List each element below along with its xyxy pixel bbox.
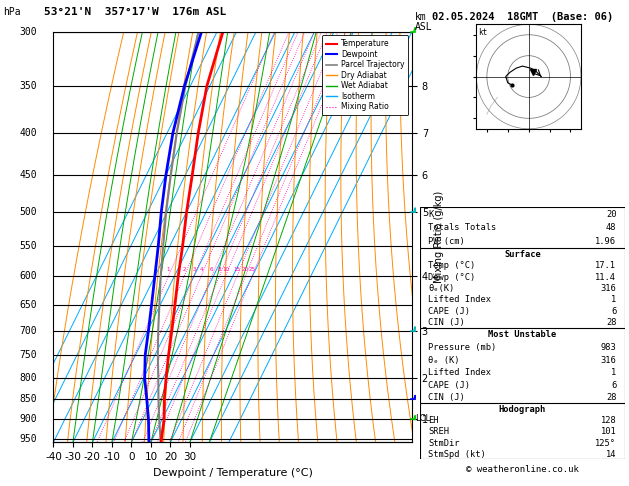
- Text: 101: 101: [601, 427, 616, 436]
- Text: SREH: SREH: [428, 427, 449, 436]
- Text: Most Unstable: Most Unstable: [488, 330, 557, 339]
- Y-axis label: Mixing Ratio (g/kg): Mixing Ratio (g/kg): [433, 191, 443, 283]
- Text: StmDir: StmDir: [428, 438, 460, 448]
- Text: 02.05.2024  18GMT  (Base: 06): 02.05.2024 18GMT (Base: 06): [431, 12, 613, 22]
- Legend: Temperature, Dewpoint, Parcel Trajectory, Dry Adiabat, Wet Adiabat, Isotherm, Mi: Temperature, Dewpoint, Parcel Trajectory…: [322, 35, 408, 115]
- Text: 350: 350: [19, 81, 37, 91]
- Text: ASL: ASL: [415, 22, 433, 32]
- Text: 53°21'N  357°17'W  176m ASL: 53°21'N 357°17'W 176m ASL: [44, 7, 226, 17]
- Text: 17.1: 17.1: [596, 261, 616, 270]
- Text: km: km: [415, 12, 427, 22]
- X-axis label: Dewpoint / Temperature (°C): Dewpoint / Temperature (°C): [153, 468, 313, 478]
- Text: 28: 28: [606, 318, 616, 328]
- Text: PW (cm): PW (cm): [428, 237, 465, 246]
- Text: 8: 8: [218, 267, 221, 272]
- Text: CAPE (J): CAPE (J): [428, 381, 470, 390]
- Text: 1: 1: [611, 368, 616, 377]
- Text: CAPE (J): CAPE (J): [428, 307, 470, 316]
- Text: Temp (°C): Temp (°C): [428, 261, 476, 270]
- Text: θₑ (K): θₑ (K): [428, 356, 460, 364]
- Text: 700: 700: [19, 326, 37, 336]
- Text: 316: 316: [601, 284, 616, 293]
- Text: Lifted Index: Lifted Index: [428, 368, 491, 377]
- Text: 800: 800: [19, 373, 37, 383]
- Text: 25: 25: [248, 267, 255, 272]
- Text: 1: 1: [167, 267, 170, 272]
- Text: 2: 2: [182, 267, 186, 272]
- Text: © weatheronline.co.uk: © weatheronline.co.uk: [466, 465, 579, 474]
- Text: CIN (J): CIN (J): [428, 393, 465, 402]
- Text: 28: 28: [606, 393, 616, 402]
- Text: 3: 3: [192, 267, 196, 272]
- Text: kt: kt: [479, 29, 487, 37]
- Text: 6: 6: [611, 381, 616, 390]
- Text: Lifted Index: Lifted Index: [428, 295, 491, 305]
- Text: CIN (J): CIN (J): [428, 318, 465, 328]
- Text: 6: 6: [210, 267, 213, 272]
- Text: 983: 983: [601, 343, 616, 352]
- Text: Surface: Surface: [504, 250, 541, 259]
- Text: Dewp (°C): Dewp (°C): [428, 273, 476, 281]
- Text: 125°: 125°: [596, 438, 616, 448]
- Text: 1: 1: [611, 295, 616, 305]
- Text: θₑ(K): θₑ(K): [428, 284, 455, 293]
- Text: 20: 20: [242, 267, 249, 272]
- Text: 6: 6: [611, 307, 616, 316]
- Text: Totals Totals: Totals Totals: [428, 224, 497, 232]
- Text: Pressure (mb): Pressure (mb): [428, 343, 497, 352]
- Text: 950: 950: [19, 434, 37, 444]
- Text: 48: 48: [606, 224, 616, 232]
- Text: StmSpd (kt): StmSpd (kt): [428, 450, 486, 459]
- Text: 550: 550: [19, 241, 37, 251]
- Text: 15: 15: [233, 267, 240, 272]
- Text: hPa: hPa: [3, 7, 21, 17]
- Text: EH: EH: [428, 416, 439, 425]
- Text: 20: 20: [606, 209, 616, 219]
- Text: 1.96: 1.96: [596, 237, 616, 246]
- Text: Hodograph: Hodograph: [499, 405, 546, 414]
- Text: 900: 900: [19, 415, 37, 424]
- Text: 400: 400: [19, 128, 37, 138]
- Text: LCL: LCL: [416, 414, 431, 423]
- Text: 750: 750: [19, 350, 37, 360]
- Text: 600: 600: [19, 271, 37, 281]
- Text: 11.4: 11.4: [596, 273, 616, 281]
- Text: 450: 450: [19, 170, 37, 180]
- Text: 300: 300: [19, 27, 37, 36]
- Text: 14: 14: [606, 450, 616, 459]
- Text: 10: 10: [222, 267, 229, 272]
- Text: 500: 500: [19, 207, 37, 217]
- Text: 4: 4: [199, 267, 203, 272]
- Text: K: K: [428, 209, 433, 219]
- Text: 128: 128: [601, 416, 616, 425]
- Text: 850: 850: [19, 394, 37, 404]
- Text: 316: 316: [601, 356, 616, 364]
- Text: 650: 650: [19, 299, 37, 310]
